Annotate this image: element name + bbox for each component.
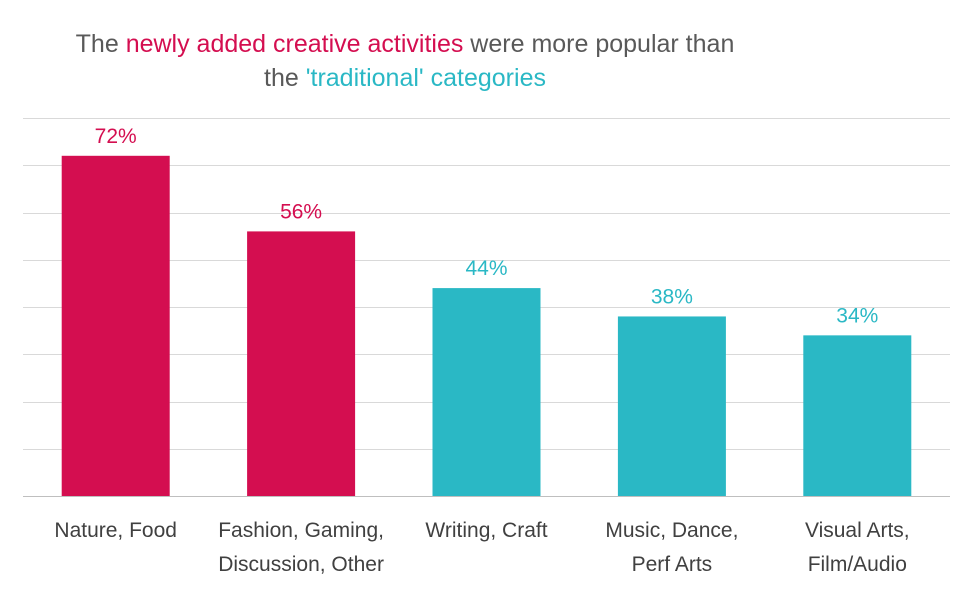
value-label: 38% — [651, 285, 693, 308]
bar — [247, 231, 356, 496]
value-label: 56% — [280, 200, 322, 223]
category-labels: Nature, Food Fashion, Gaming, Discussion, … — [54, 519, 909, 576]
title-line-1-part-1: The — [76, 30, 126, 58]
category-label: Nature, Food — [54, 519, 177, 542]
category-label: Perf Arts — [632, 553, 713, 576]
bar — [432, 288, 541, 496]
value-label: 44% — [465, 257, 507, 280]
bars — [61, 155, 912, 497]
title-line-1-part-3: were more popular than — [463, 30, 734, 58]
bar — [803, 335, 912, 496]
title-line-2-part-1: the — [264, 64, 306, 92]
value-label: 72% — [95, 125, 137, 148]
category-label: Visual Arts, — [805, 519, 910, 542]
value-labels: 72% 56% 44% 38% 34% — [95, 125, 879, 328]
title-highlight-new: newly added creative activities — [126, 30, 464, 58]
title-highlight-traditional: 'traditional' categories — [306, 64, 546, 92]
category-label: Fashion, Gaming, — [218, 519, 384, 542]
category-label: Discussion, Other — [218, 553, 384, 576]
category-label: Writing, Craft — [425, 519, 547, 542]
chart-title-line-2: the 'traditional' categories — [264, 64, 546, 92]
category-label: Film/Audio — [808, 553, 907, 576]
bar — [617, 316, 726, 496]
value-label: 34% — [836, 304, 878, 327]
chart-title-line-1: The newly added creative activities were… — [76, 30, 735, 58]
bar — [61, 155, 170, 497]
category-label: Music, Dance, — [605, 519, 738, 542]
